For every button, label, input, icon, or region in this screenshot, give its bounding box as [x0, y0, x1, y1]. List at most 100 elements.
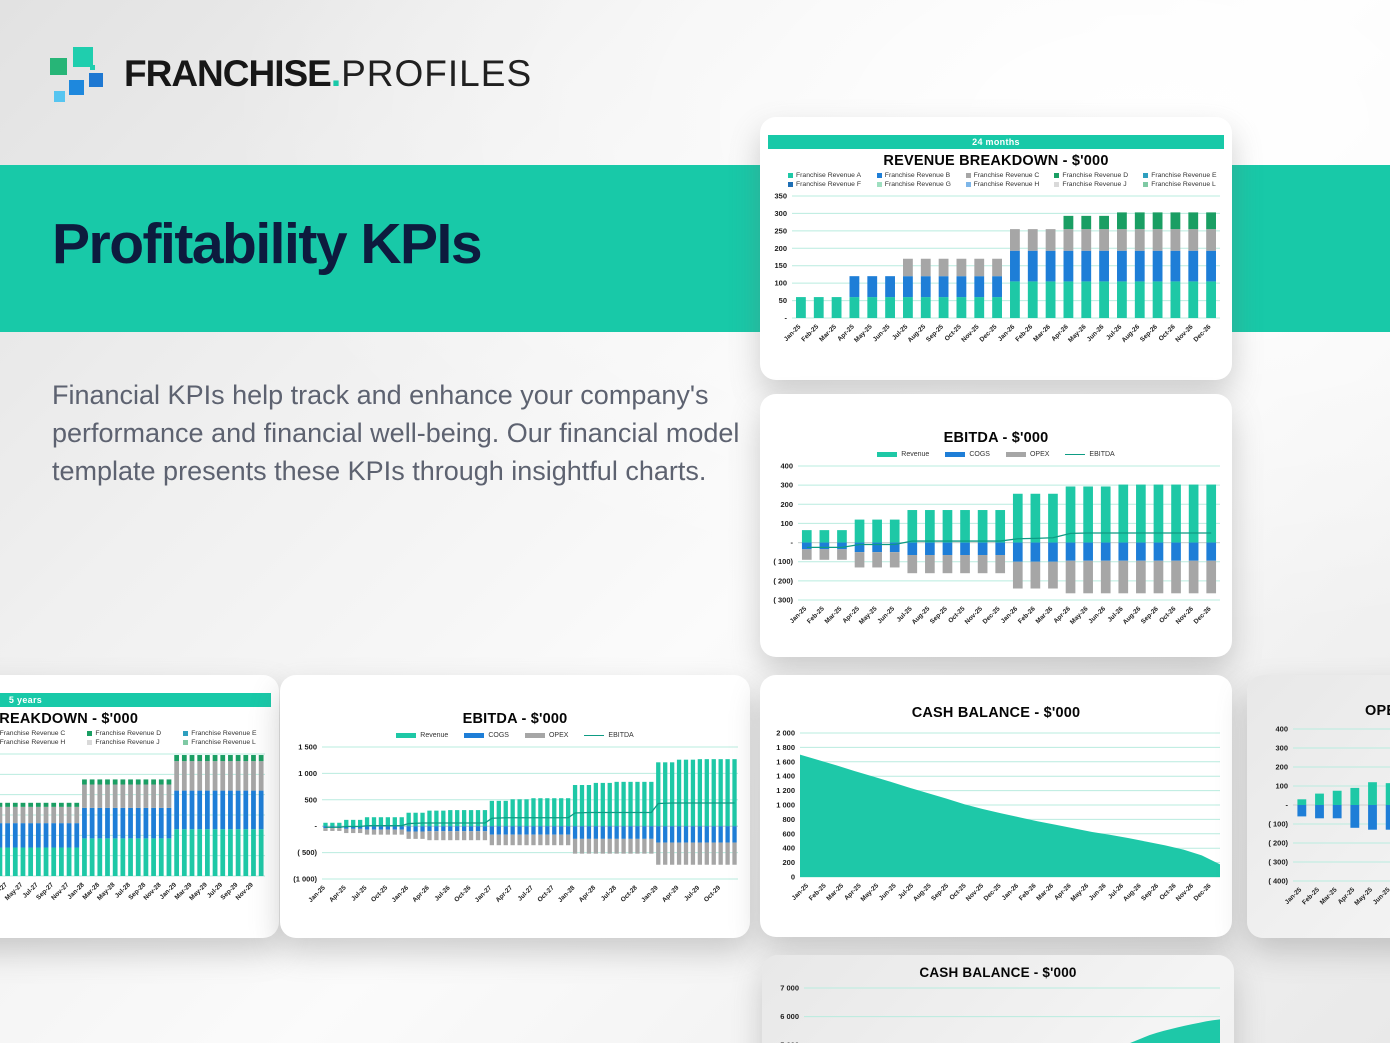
svg-text:1 600: 1 600: [776, 757, 795, 766]
svg-text:-: -: [1286, 801, 1289, 810]
svg-text:Dec-25: Dec-25: [982, 605, 1002, 625]
legend-color-swatch: [1143, 182, 1149, 187]
svg-text:-: -: [315, 822, 318, 831]
svg-text:1 200: 1 200: [776, 786, 795, 795]
legend-color-swatch: [183, 740, 189, 745]
svg-text:May-28: May-28: [96, 881, 117, 902]
legend-item: Franchise Revenue G: [863, 181, 952, 188]
svg-text:Jan-26: Jan-26: [1000, 605, 1020, 625]
svg-text:May-27: May-27: [4, 881, 25, 902]
svg-text:6 000: 6 000: [780, 1012, 799, 1021]
svg-text:( 300): ( 300): [773, 596, 793, 605]
svg-text:May-25: May-25: [858, 605, 879, 626]
svg-text:Nov-25: Nov-25: [964, 605, 985, 626]
page-description: Financial KPIs help track and enhance yo…: [52, 380, 740, 486]
svg-text:Dec-25: Dec-25: [978, 323, 998, 343]
svg-text:200: 200: [774, 244, 787, 253]
legend-color-swatch: [464, 733, 485, 738]
legend-color-swatch: [877, 452, 898, 457]
chart-legend: Revenue COGS OPEX EBITDA: [280, 732, 750, 739]
svg-text:1 500: 1 500: [298, 743, 317, 752]
brand-dot: .: [330, 53, 342, 94]
period-tab-24-months: 24 months: [768, 135, 1224, 149]
svg-text:Jun-26: Jun-26: [1088, 882, 1108, 902]
legend-item: Franchise Revenue L: [1129, 181, 1218, 188]
svg-text:Aug-26: Aug-26: [1122, 605, 1143, 626]
legend-color-swatch: [788, 182, 793, 187]
card-ebitda-24m: EBITDA - $'000 Revenue COGS OPEX EBITDA 400…: [760, 394, 1232, 657]
svg-text:Mar-25: Mar-25: [818, 323, 838, 343]
chart-title: REVENUE BREAKDOWN - $'000: [0, 711, 139, 727]
svg-text:-: -: [791, 538, 794, 547]
svg-text:Aug-26: Aug-26: [1121, 323, 1142, 344]
svg-text:200: 200: [1275, 763, 1288, 772]
legend-color-swatch: [396, 733, 417, 738]
legend-item: OPEX: [1005, 451, 1049, 458]
svg-text:Sep-26: Sep-26: [1140, 882, 1160, 902]
svg-text:50: 50: [779, 296, 787, 305]
legend-color-swatch: [876, 182, 882, 187]
legend-color-swatch: [524, 733, 545, 738]
card-revenue-breakdown-5y: 5 years REVENUE BREAKDOWN - $'000 Franch…: [0, 675, 279, 938]
svg-text:Feb-26: Feb-26: [1017, 605, 1037, 625]
svg-text:Apr-27: Apr-27: [495, 884, 515, 904]
svg-text:600: 600: [782, 829, 795, 838]
svg-text:Nov-26: Nov-26: [1175, 605, 1196, 626]
svg-text:Aug-26: Aug-26: [1122, 882, 1143, 903]
svg-text:Jan-26: Jan-26: [391, 884, 411, 904]
svg-text:Jan-25: Jan-25: [1284, 886, 1304, 906]
svg-text:May-25: May-25: [860, 882, 881, 903]
svg-text:300: 300: [1275, 744, 1288, 753]
svg-text:Jul-28: Jul-28: [600, 884, 619, 903]
svg-text:250: 250: [774, 226, 787, 235]
svg-text:Sep-25: Sep-25: [929, 605, 949, 625]
svg-text:100: 100: [774, 279, 787, 288]
svg-text:Feb-25: Feb-25: [800, 323, 820, 343]
svg-text:Nov-25: Nov-25: [965, 882, 986, 903]
svg-text:Mar-26: Mar-26: [1032, 323, 1052, 343]
legend-item: Franchise Revenue H: [0, 739, 66, 746]
svg-text:1 000: 1 000: [298, 769, 317, 778]
svg-text:Oct-25: Oct-25: [370, 884, 390, 904]
svg-text:Apr-29: Apr-29: [661, 884, 681, 904]
svg-text:May-29: May-29: [188, 881, 209, 902]
svg-text:Mar-25: Mar-25: [1319, 886, 1339, 906]
svg-text:Jul-27: Jul-27: [517, 884, 536, 903]
legend-item: EBITDA: [1065, 451, 1115, 458]
legend-item: Franchise Revenue A: [774, 172, 863, 179]
svg-text:Jun-26: Jun-26: [1086, 323, 1106, 343]
chart-canvas: 400 300 200 100 - ( 100) ( 200) ( 300) ( 400) Jan…: [1247, 723, 1390, 925]
legend-item: COGS: [464, 732, 509, 739]
legend-item: Franchise Revenue C: [0, 730, 66, 737]
legend-item: Franchise Revenue L: [169, 739, 265, 746]
chart-title: OPE: [1365, 703, 1390, 719]
legend-item: Franchise Revenue D: [73, 730, 169, 737]
svg-text:Feb-26: Feb-26: [1018, 882, 1038, 902]
svg-text:500: 500: [304, 795, 317, 804]
svg-text:( 100): ( 100): [1268, 820, 1288, 829]
logo-square: [69, 80, 84, 95]
legend-item: OPEX: [524, 732, 568, 739]
legend-color-swatch: [965, 182, 971, 187]
svg-text:200: 200: [782, 858, 795, 867]
legend-item: Franchise Revenue E: [1129, 172, 1218, 179]
svg-text:5 000: 5 000: [780, 1041, 799, 1043]
svg-text:Dec-26: Dec-26: [1192, 323, 1212, 343]
logo-square: [54, 91, 65, 102]
svg-text:Sep-26: Sep-26: [1139, 323, 1159, 343]
logo-text: FRANCHISE.PROFILES: [124, 53, 532, 95]
legend-item: COGS: [945, 451, 990, 458]
svg-text:150: 150: [774, 261, 787, 270]
legend-item: Franchise Revenue C: [952, 172, 1041, 179]
svg-text:Jun-25: Jun-25: [872, 323, 892, 343]
svg-text:Jan-25: Jan-25: [307, 884, 327, 904]
legend-item: Franchise Revenue H: [952, 181, 1041, 188]
svg-text:400: 400: [780, 462, 793, 471]
svg-text:Mar-26: Mar-26: [1035, 882, 1055, 902]
svg-text:400: 400: [782, 844, 795, 853]
svg-text:Jun-25: Jun-25: [876, 605, 896, 625]
legend-item: Franchise Revenue E: [169, 730, 265, 737]
svg-text:Nov-26: Nov-26: [1174, 323, 1195, 344]
